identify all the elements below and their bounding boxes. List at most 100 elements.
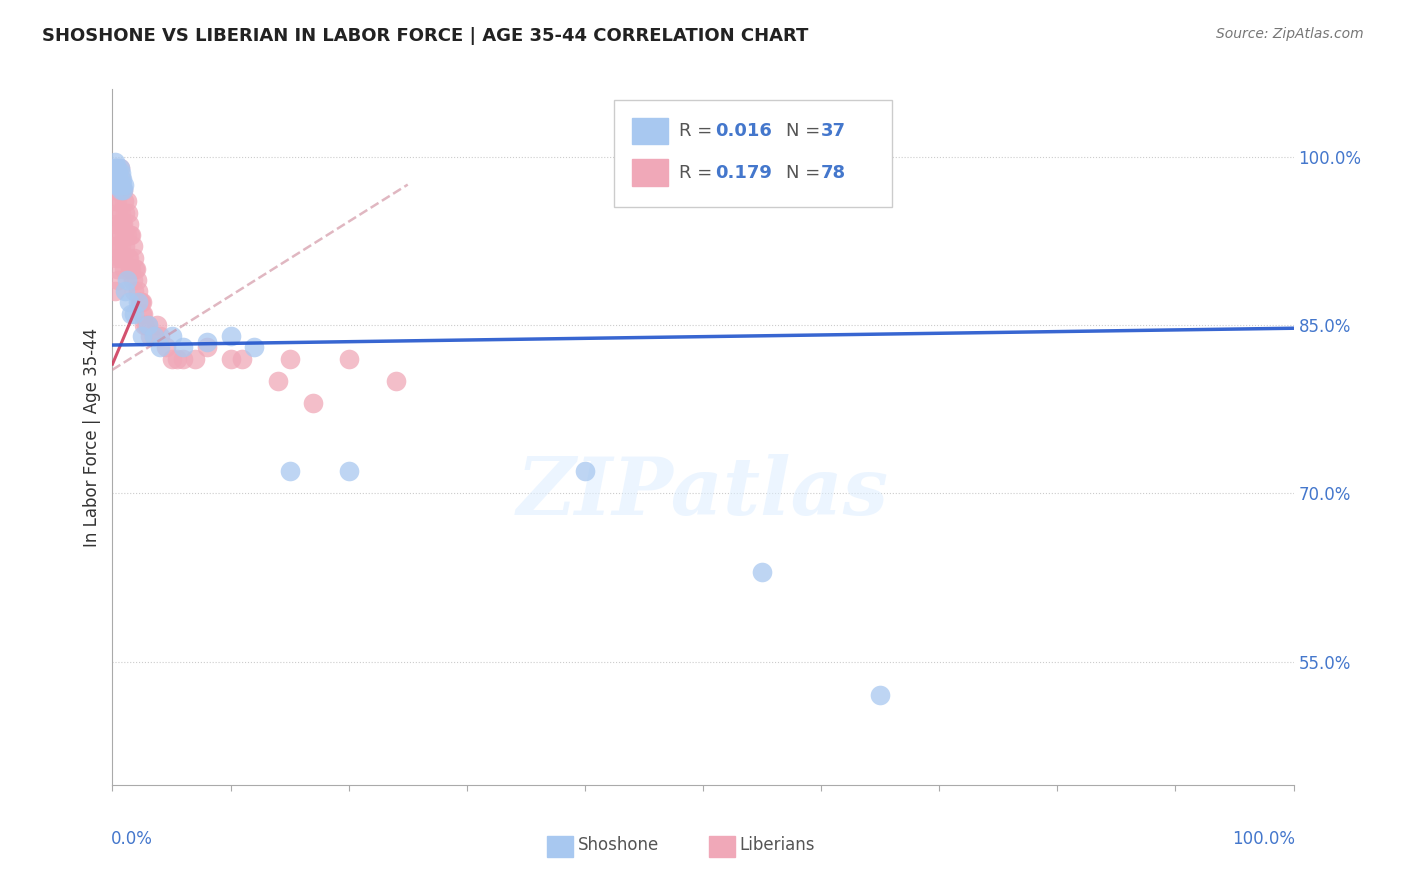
Point <box>155 340 177 354</box>
Point <box>105 172 128 186</box>
Point <box>139 329 162 343</box>
Point <box>278 351 301 366</box>
Point <box>111 183 134 197</box>
Bar <box>547 836 574 856</box>
Point <box>108 217 131 231</box>
Point <box>103 228 125 243</box>
Point <box>160 329 183 343</box>
Point <box>172 340 194 354</box>
Point <box>117 251 139 265</box>
Point <box>135 318 157 332</box>
Point <box>112 217 135 231</box>
Point <box>108 161 131 175</box>
Point <box>574 464 596 478</box>
Point <box>105 261 128 276</box>
Point <box>136 318 159 332</box>
Point <box>105 251 128 265</box>
Point <box>105 161 128 175</box>
Text: 100.0%: 100.0% <box>1232 830 1295 848</box>
Point <box>136 318 159 332</box>
Point <box>195 340 218 354</box>
Point <box>105 183 128 197</box>
Point <box>869 688 891 702</box>
Text: Source: ZipAtlas.com: Source: ZipAtlas.com <box>1216 27 1364 41</box>
Point <box>107 166 129 180</box>
Text: SHOSHONE VS LIBERIAN IN LABOR FORCE | AGE 35-44 CORRELATION CHART: SHOSHONE VS LIBERIAN IN LABOR FORCE | AG… <box>42 27 808 45</box>
Point <box>125 261 148 276</box>
Text: N =: N = <box>786 164 825 182</box>
Point <box>104 239 127 253</box>
Point <box>149 329 172 343</box>
Point <box>149 340 172 354</box>
Point <box>115 228 138 243</box>
Point <box>105 194 128 209</box>
Point <box>107 239 129 253</box>
Point <box>112 194 135 209</box>
Point <box>122 307 145 321</box>
Bar <box>633 118 668 145</box>
Point <box>131 329 153 343</box>
Point <box>108 178 131 192</box>
Point <box>105 161 128 175</box>
Bar <box>709 836 735 856</box>
Text: N =: N = <box>786 122 825 140</box>
Point <box>107 273 129 287</box>
Point <box>110 205 132 219</box>
Point <box>110 166 132 180</box>
Point <box>146 318 169 332</box>
Point <box>108 251 131 265</box>
Point <box>120 228 142 243</box>
Point <box>114 239 136 253</box>
Point <box>142 329 165 343</box>
Point <box>105 178 128 192</box>
Point <box>105 172 128 186</box>
Point <box>104 155 127 169</box>
Point <box>107 172 129 186</box>
Text: Liberians: Liberians <box>740 837 815 855</box>
Point <box>118 217 141 231</box>
Point <box>105 161 128 175</box>
Point <box>118 251 141 265</box>
Point <box>166 351 188 366</box>
Point <box>112 228 135 243</box>
Point <box>120 307 142 321</box>
Point <box>104 284 127 298</box>
Point <box>231 351 253 366</box>
Point <box>111 217 134 231</box>
Point <box>111 172 134 186</box>
Text: R =: R = <box>679 164 718 182</box>
Bar <box>633 160 668 186</box>
Point <box>103 183 125 197</box>
Point <box>108 183 131 197</box>
Point <box>114 205 136 219</box>
Text: 37: 37 <box>821 122 846 140</box>
Point <box>142 329 165 343</box>
Point <box>127 284 149 298</box>
Point <box>184 351 207 366</box>
Text: 0.0%: 0.0% <box>111 830 153 848</box>
Point <box>131 295 153 310</box>
Point <box>112 251 135 265</box>
Point <box>118 295 141 310</box>
Point <box>302 396 325 410</box>
Point <box>219 351 242 366</box>
Point <box>115 273 138 287</box>
Point <box>131 307 153 321</box>
Point <box>172 351 194 366</box>
Point <box>111 251 134 265</box>
Y-axis label: In Labor Force | Age 35-44: In Labor Force | Age 35-44 <box>83 327 101 547</box>
Text: ZIPatlas: ZIPatlas <box>517 454 889 532</box>
Point <box>122 251 145 265</box>
Point <box>117 205 139 219</box>
Point <box>134 318 156 332</box>
Point <box>105 228 128 243</box>
Point <box>337 464 360 478</box>
Point <box>112 261 135 276</box>
Point <box>128 295 150 310</box>
Point <box>110 183 132 197</box>
Point <box>129 295 152 310</box>
Text: Shoshone: Shoshone <box>578 837 659 855</box>
Text: 0.179: 0.179 <box>714 164 772 182</box>
Point <box>243 340 266 354</box>
Point <box>132 307 155 321</box>
